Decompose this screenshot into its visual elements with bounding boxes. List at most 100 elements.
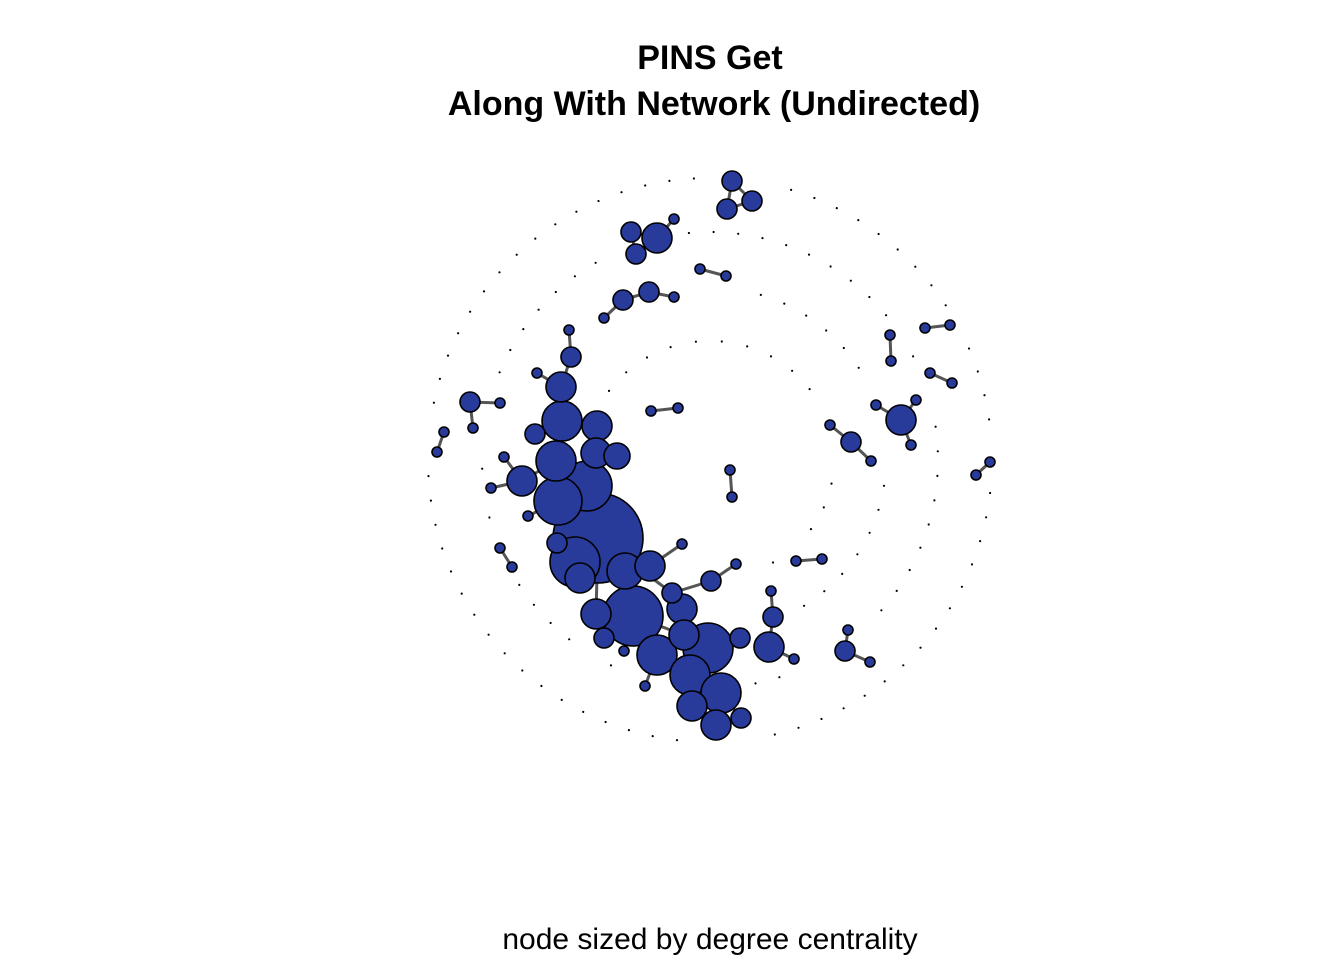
isolate-node xyxy=(985,516,988,519)
network-node xyxy=(984,456,996,468)
isolate-node xyxy=(919,546,922,549)
network-node xyxy=(533,476,583,526)
isolate-node xyxy=(970,563,974,566)
network-node xyxy=(720,270,732,282)
isolate-node xyxy=(482,290,486,293)
isolate-node xyxy=(830,482,833,485)
plot-title-line-1: PINS Get xyxy=(637,39,782,77)
isolate-node xyxy=(823,590,826,593)
network-node xyxy=(676,538,688,550)
isolate-node xyxy=(790,188,793,191)
network-node xyxy=(563,324,575,336)
network-node xyxy=(522,510,534,522)
network-node xyxy=(816,553,828,565)
network-node xyxy=(753,631,785,663)
network-node xyxy=(834,640,856,662)
network-node xyxy=(545,371,577,403)
network-node xyxy=(672,402,684,414)
isolate-node xyxy=(675,739,679,742)
isolate-node xyxy=(944,304,947,307)
isolate-node xyxy=(967,347,971,350)
isolate-node xyxy=(712,230,715,234)
network-node xyxy=(946,377,958,389)
isolate-node xyxy=(609,664,613,667)
network-node xyxy=(668,213,680,225)
network-node xyxy=(910,394,922,406)
isolate-node xyxy=(979,540,982,543)
isolate-node xyxy=(429,499,432,502)
network-node xyxy=(919,322,931,334)
isolate-node xyxy=(549,621,552,625)
network-node xyxy=(494,542,506,554)
network-node xyxy=(694,263,706,275)
network-node xyxy=(721,170,743,192)
isolate-node xyxy=(720,340,723,343)
network-node xyxy=(641,222,673,254)
isolate-node xyxy=(754,682,757,685)
network-node xyxy=(618,645,630,657)
isolate-node xyxy=(515,253,518,256)
isolate-node xyxy=(936,450,939,453)
isolate-node xyxy=(668,179,671,182)
isolate-node xyxy=(645,356,649,359)
isolate-node xyxy=(594,261,597,264)
isolate-node xyxy=(769,355,773,358)
network-node xyxy=(524,423,546,445)
isolate-node xyxy=(604,720,607,724)
isolate-node xyxy=(849,279,852,282)
isolate-node xyxy=(829,265,832,268)
isolate-node xyxy=(460,592,463,595)
isolate-node xyxy=(863,694,866,697)
network-node xyxy=(546,532,568,554)
isolate-node xyxy=(919,646,922,649)
network-node xyxy=(625,243,647,265)
isolate-node xyxy=(988,418,991,421)
network-node xyxy=(885,404,917,436)
isolate-node xyxy=(825,329,828,332)
network-node xyxy=(645,405,657,417)
network-node xyxy=(668,619,700,651)
plot-caption: node sized by degree centrality xyxy=(502,923,917,956)
isolate-node xyxy=(885,314,888,317)
isolate-node xyxy=(896,248,899,251)
isolate-node xyxy=(822,506,825,509)
isolate-node xyxy=(438,377,441,380)
network-node xyxy=(636,634,678,676)
network-node xyxy=(924,367,936,379)
network-node xyxy=(494,397,506,409)
isolate-node xyxy=(976,370,979,373)
network-node xyxy=(870,399,882,411)
isolate-node xyxy=(582,710,585,714)
isolate-node xyxy=(914,265,917,268)
isolate-node xyxy=(737,232,740,235)
network-node xyxy=(438,426,450,438)
isolate-node xyxy=(930,284,933,287)
isolate-node xyxy=(487,633,490,636)
isolate-node xyxy=(498,271,501,274)
network-node xyxy=(824,419,836,431)
isolate-node xyxy=(692,177,696,180)
isolate-node xyxy=(841,572,844,576)
network-node xyxy=(620,221,642,243)
isolate-node xyxy=(746,345,749,348)
network-node xyxy=(564,562,596,594)
isolate-node xyxy=(895,589,898,593)
isolate-node xyxy=(948,607,952,610)
isolate-node xyxy=(554,290,557,294)
isolate-node xyxy=(687,231,691,235)
isolate-node xyxy=(597,199,600,203)
network-node xyxy=(459,391,481,413)
isolate-node xyxy=(803,604,806,607)
network-node xyxy=(661,582,683,604)
isolate-node xyxy=(651,735,654,738)
network-node xyxy=(790,555,802,567)
network-node xyxy=(581,410,613,442)
network-node xyxy=(716,198,738,220)
network-node xyxy=(762,606,784,628)
isolate-node xyxy=(902,664,905,667)
isolate-node xyxy=(857,366,860,369)
network-node xyxy=(970,469,982,481)
isolate-node xyxy=(908,568,911,572)
isolate-node xyxy=(868,295,871,299)
